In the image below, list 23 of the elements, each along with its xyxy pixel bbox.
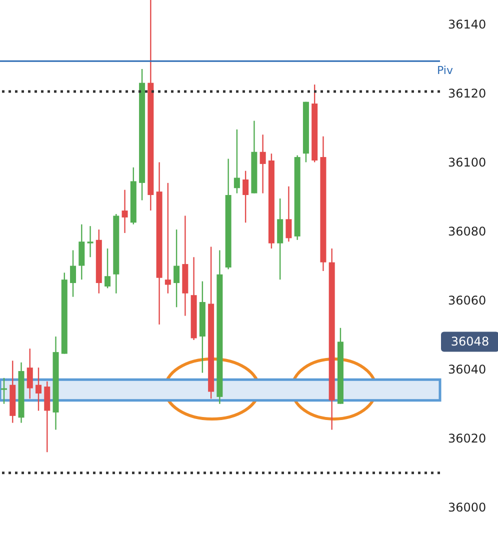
- y-tick-label: 36120: [448, 86, 486, 100]
- candlestick: [1, 377, 7, 404]
- text: 36048: [450, 334, 490, 349]
- y-tick-label: 36080: [448, 224, 486, 239]
- candlestick: [242, 170, 249, 224]
- candlestick: [164, 182, 171, 294]
- candlestick: [174, 228, 180, 308]
- y-tick-label: 36100: [448, 155, 486, 170]
- candlestick: [122, 189, 128, 234]
- y-tick-label: 36020: [448, 432, 486, 446]
- candlestick: [70, 250, 76, 298]
- y-tick-label: 36060: [448, 294, 486, 308]
- ref-line-label: Piv: [437, 64, 454, 77]
- y-tick-label: 36040: [448, 362, 486, 377]
- candlestick: [104, 248, 111, 289]
- candlestick: [26, 348, 33, 400]
- candlestick: [36, 366, 42, 412]
- candlestick: [87, 225, 94, 258]
- y-tick-label: 36000: [448, 500, 486, 515]
- candlestick: [234, 128, 240, 194]
- y-tick-label: 36140: [448, 17, 486, 32]
- candlestick: [260, 134, 266, 194]
- candlestick: [286, 186, 292, 242]
